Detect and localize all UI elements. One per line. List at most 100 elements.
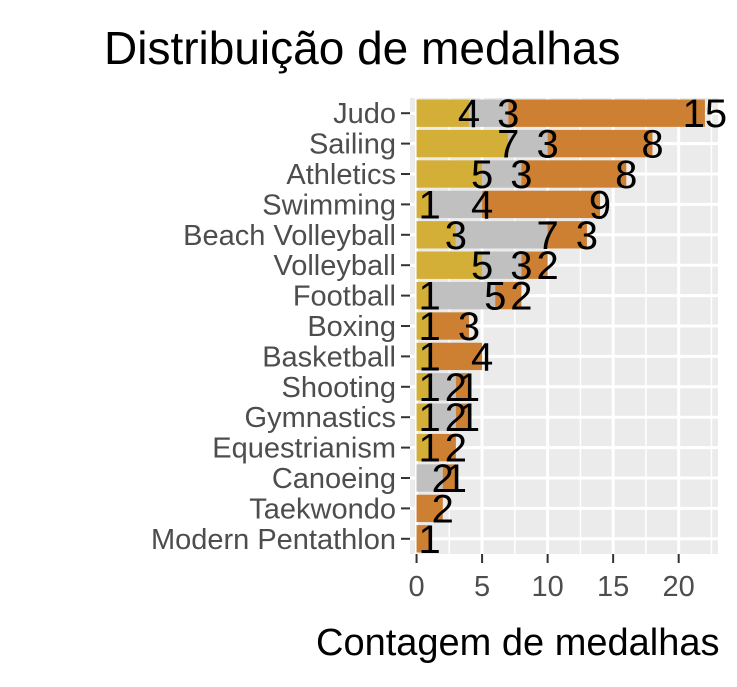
y-tick-label: Beach Volleyball — [183, 220, 396, 252]
bar-value-label: 2 — [536, 244, 558, 288]
bar-football-s2 — [495, 281, 522, 310]
bar-athletics-s1 — [482, 160, 522, 188]
bar-value-label: 2 — [432, 457, 454, 501]
bar-value-label: 3 — [576, 214, 598, 258]
y-tick-label: Football — [293, 281, 396, 313]
y-tick-label: Equestrianism — [212, 433, 396, 465]
bar-value-label: 3 — [458, 305, 480, 349]
bar-beach-volleyball-s1 — [455, 221, 548, 249]
bar-volleyball-s2 — [521, 251, 548, 279]
bar-value-label: 15 — [683, 92, 728, 136]
bar-value-label: 1 — [419, 396, 441, 440]
bar-value-label: 1 — [419, 305, 441, 349]
bar-value-label: 2 — [432, 487, 454, 531]
bar-taekwondo-s2 — [416, 494, 443, 523]
y-tick-label: Boxing — [307, 311, 396, 343]
bar-value-label: 9 — [589, 183, 611, 227]
bar-judo-s1 — [468, 99, 509, 127]
y-tick-label: Shooting — [282, 372, 397, 404]
bar-value-label: 1 — [458, 396, 480, 440]
bar-canoeing-s1 — [416, 464, 443, 492]
bar-value-label: 2 — [445, 427, 467, 471]
bar-judo-s0 — [416, 99, 469, 127]
bar-value-label: 8 — [615, 153, 637, 197]
y-tick-label: Gymnastics — [245, 402, 396, 434]
bar-value-label: 8 — [641, 123, 663, 167]
bar-swimming-s2 — [482, 190, 601, 219]
bar-gymnastics-s2 — [455, 403, 469, 431]
y-tick-label: Judo — [333, 98, 396, 130]
y-tick-label: Volleyball — [273, 250, 396, 282]
bar-football-s1 — [429, 281, 496, 310]
bar-sailing-s2 — [547, 129, 653, 158]
bar-beach-volleyball-s2 — [547, 221, 587, 249]
bar-value-label: 1 — [445, 457, 467, 501]
bar-volleyball-s0 — [416, 251, 483, 279]
bar-basketball-s0 — [416, 342, 430, 371]
bar-value-label: 2 — [445, 366, 467, 410]
x-tick-label: 0 — [408, 571, 424, 603]
bar-sailing-s1 — [508, 129, 548, 158]
bar-boxing-s0 — [416, 312, 430, 340]
x-axis-title: Contagem de medalhas — [316, 622, 719, 664]
bar-value-label: 2 — [510, 275, 532, 319]
bar-value-label: 4 — [458, 92, 480, 136]
x-tick-label: 10 — [531, 571, 563, 603]
bar-equestrianism-s2 — [429, 433, 456, 462]
bar-equestrianism-s0 — [416, 433, 430, 462]
bar-value-label: 3 — [445, 214, 467, 258]
bar-value-label: 1 — [458, 366, 480, 410]
y-tick-label: Canoeing — [272, 463, 396, 495]
bar-judo-s2 — [508, 99, 705, 127]
bar-swimming-s1 — [429, 190, 483, 219]
bar-value-label: 4 — [471, 183, 493, 227]
bar-value-label: 1 — [419, 518, 441, 562]
bar-value-label: 1 — [419, 335, 441, 379]
x-tick-label: 5 — [474, 571, 490, 603]
bar-swimming-s0 — [416, 190, 430, 219]
bar-value-label: 2 — [445, 396, 467, 440]
bar-value-label: 5 — [484, 275, 506, 319]
x-axis: 0 5 10 15 20 — [408, 554, 695, 603]
y-tick-label: Athletics — [286, 159, 396, 191]
bar-value-label: 1 — [419, 275, 441, 319]
bar-volleyball-s1 — [482, 251, 522, 279]
bars — [416, 99, 705, 553]
bar-value-label: 1 — [419, 366, 441, 410]
bar-gymnastics-s1 — [429, 403, 456, 431]
bar-shooting-s2 — [455, 373, 469, 401]
bar-value-label: 4 — [471, 335, 493, 379]
y-tick-label: Swimming — [262, 189, 396, 221]
bar-athletics-s0 — [416, 160, 483, 188]
bar-beach-volleyball-s0 — [416, 221, 456, 249]
bar-sailing-s0 — [416, 129, 509, 158]
bar-value-label: 3 — [497, 92, 519, 136]
y-tick-label: Basketball — [262, 341, 396, 373]
bar-canoeing-s2 — [442, 464, 456, 492]
y-tick-label: Sailing — [309, 129, 396, 161]
bar-football-s0 — [416, 281, 430, 310]
y-tick-label: Modern Pentathlon — [151, 524, 396, 556]
bar-basketball-s2 — [429, 342, 483, 371]
x-tick-label: 15 — [597, 571, 629, 603]
bar-value-label: 5 — [471, 153, 493, 197]
bar-value-label: 3 — [510, 244, 532, 288]
bar-gymnastics-s0 — [416, 403, 430, 431]
bar-value-label: 3 — [510, 153, 532, 197]
bar-value-label: 1 — [419, 183, 441, 227]
chart-title: Distribuição de medalhas — [104, 22, 621, 74]
bar-athletics-s2 — [521, 160, 627, 188]
bar-value-label: 3 — [536, 123, 558, 167]
y-tick-label: Taekwondo — [249, 493, 396, 525]
bar-boxing-s2 — [429, 312, 469, 340]
bar-shooting-s0 — [416, 373, 430, 401]
bar-value-label: 7 — [536, 214, 558, 258]
bar-value-label: 7 — [497, 123, 519, 167]
x-tick-label: 20 — [663, 571, 695, 603]
bar-value-label: 5 — [471, 244, 493, 288]
bar-modern-pentathlon-s2 — [416, 525, 430, 553]
bar-value-label: 1 — [419, 427, 441, 471]
